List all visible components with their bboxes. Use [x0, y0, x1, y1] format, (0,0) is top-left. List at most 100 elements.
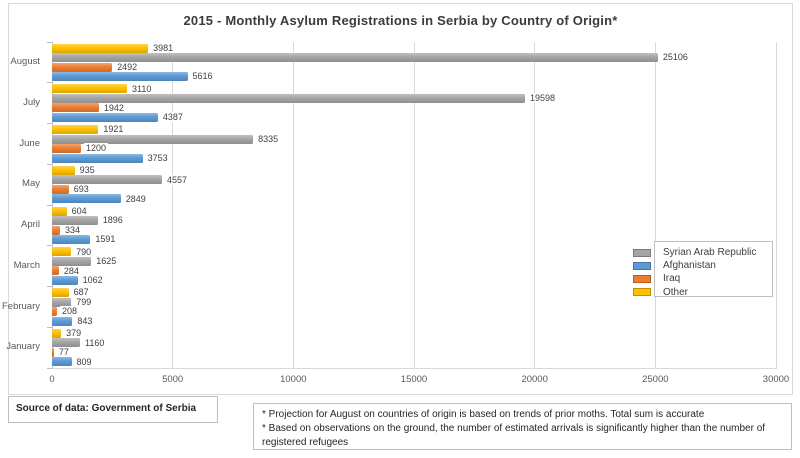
- bar-value-label: 687: [71, 287, 91, 298]
- category-axis-tick: [47, 326, 52, 328]
- bar-afghanistan: [52, 194, 121, 204]
- x-tick-label: 15000: [400, 374, 428, 385]
- category-label-august: August: [10, 56, 40, 67]
- legend-label: Iraq: [663, 273, 681, 285]
- bar-syrian-arab-republic: [52, 53, 658, 63]
- bar-afghanistan: [52, 275, 78, 285]
- bar-iraq: [52, 62, 113, 72]
- bar-value-label: 4557: [164, 174, 189, 185]
- value-axis-line: [51, 42, 53, 368]
- category-row-june: 1921 8335 1200 3753: [52, 124, 776, 165]
- bar-syrian-arab-republic: [52, 256, 92, 266]
- category-axis-tick: [47, 245, 52, 247]
- bar-syrian-arab-republic: [52, 134, 254, 144]
- category-label-february: February: [1, 300, 40, 312]
- bar-other: [52, 206, 67, 216]
- category-axis-tick: [47, 123, 52, 124]
- bar-syrian-arab-republic: [52, 297, 72, 307]
- bar-value-label: 334: [63, 224, 83, 235]
- bar-other: [52, 165, 75, 175]
- gridline: [413, 42, 415, 368]
- category-axis-tick: [47, 82, 52, 84]
- footnote-box: * Projection for August on countries of …: [253, 403, 792, 450]
- bar-value-label: 379: [64, 328, 84, 339]
- gridline: [654, 42, 656, 368]
- legend-label: Afghanistan: [663, 260, 716, 272]
- x-tick-label: 10000: [280, 374, 307, 385]
- bar-value-label: 1062: [80, 275, 105, 286]
- legend-entry-other: Other: [633, 286, 775, 299]
- bar-other: [52, 288, 69, 298]
- bar-value-label: 1625: [94, 256, 119, 267]
- bar-value-label: 3981: [151, 42, 176, 53]
- bar-value-label: 4387: [160, 112, 185, 123]
- bar-value-label: 208: [60, 306, 80, 317]
- x-tick-label: 5000: [162, 374, 184, 385]
- bar-value-label: 8335: [256, 133, 281, 144]
- bar-syrian-arab-republic: [52, 216, 98, 226]
- category-row-july: 3110 19598 1942 4387: [52, 83, 776, 124]
- bar-value-label: 799: [74, 296, 94, 307]
- bar-value-label: 3753: [145, 152, 170, 163]
- bar-afghanistan: [52, 153, 143, 163]
- category-row-april: 604 1896 334 1591: [52, 205, 776, 246]
- category-label-june: June: [19, 137, 40, 149]
- category-label-may: May: [22, 178, 40, 190]
- legend-swatch: [633, 248, 651, 257]
- x-tick-label: 30000: [762, 374, 790, 385]
- x-tick-label: 25000: [642, 374, 669, 385]
- bar-value-label: 5616: [190, 71, 215, 82]
- bar-afghanistan: [52, 316, 73, 326]
- category-axis-tick: [47, 163, 52, 165]
- category-axis-tick: [47, 204, 52, 206]
- bar-value-label: 2492: [115, 61, 140, 72]
- bar-value-label: 3110: [130, 83, 154, 94]
- bar-iraq: [52, 184, 69, 194]
- bar-other: [52, 328, 62, 338]
- footnote-line: * Based on observations on the ground, t…: [262, 423, 766, 448]
- category-label-april: April: [20, 219, 40, 230]
- category-row-may: 935 4557 693 2849: [52, 164, 776, 205]
- category-axis-tick: [47, 286, 52, 287]
- category-row-march: 790 1625 284 1062: [52, 246, 776, 287]
- x-tick-label: 20000: [521, 374, 548, 385]
- bar-value-label: 935: [77, 165, 97, 176]
- x-tick-label: 0: [49, 374, 55, 385]
- bar-value-label: 19598: [527, 93, 557, 104]
- bar-iraq: [52, 225, 61, 235]
- legend: Syrian Arab Republic Afghanistan Iraq Other: [633, 241, 775, 299]
- bar-syrian-arab-republic: [52, 175, 162, 185]
- legend-swatch: [633, 274, 651, 283]
- bar-value-label: 77: [56, 347, 71, 358]
- bar-value-label: 790: [74, 246, 94, 257]
- legend-entry-afghanistan: Afghanistan: [633, 259, 775, 272]
- bar-iraq: [52, 103, 99, 113]
- bar-value-label: 1942: [101, 102, 126, 113]
- category-row-january: 379 1160 77 809: [52, 327, 776, 368]
- category-label-march: March: [13, 259, 40, 271]
- bar-other: [52, 43, 149, 53]
- gridline: [775, 42, 777, 368]
- bar-value-label: 2849: [123, 193, 148, 204]
- bar-value-label: 843: [75, 315, 95, 326]
- bar-value-label: 1591: [93, 234, 118, 245]
- bar-iraq: [52, 266, 59, 276]
- chart-title: 2015 - Monthly Asylum Registrations in S…: [183, 13, 618, 28]
- bar-afghanistan: [52, 112, 158, 122]
- bar-other: [52, 247, 72, 257]
- gridline: [534, 42, 536, 368]
- gridline: [172, 42, 174, 368]
- legend-entry-iraq: Iraq: [633, 272, 775, 285]
- bar-syrian-arab-republic: [52, 338, 80, 348]
- category-label-july: July: [23, 96, 40, 108]
- source-text: Source of data: Government of Serbia: [16, 403, 197, 414]
- bar-value-label: 1921: [101, 124, 126, 135]
- bar-value-label: 604: [69, 205, 89, 216]
- bar-value-label: 1896: [100, 215, 125, 226]
- legend-swatch: [633, 288, 651, 297]
- legend-label: Syrian Arab Republic: [663, 247, 757, 258]
- x-axis-line: [52, 368, 777, 369]
- legend-border-box: [654, 241, 773, 297]
- legend-swatch: [633, 261, 651, 270]
